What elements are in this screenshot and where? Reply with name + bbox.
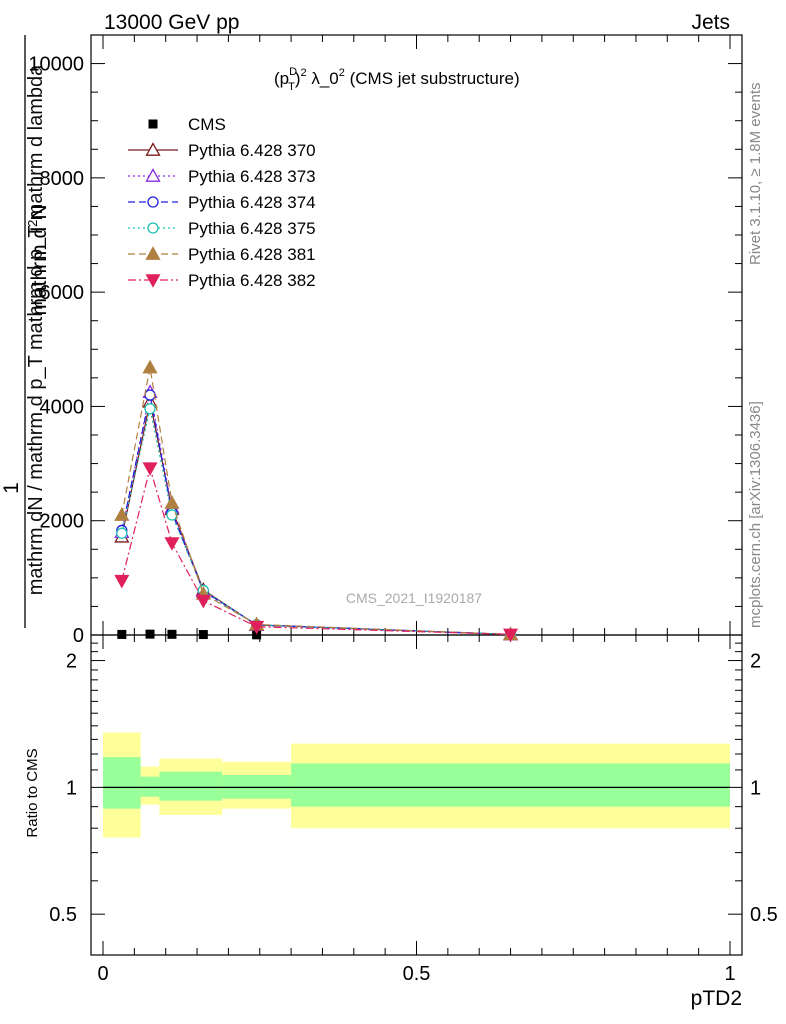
data-point-p375: [116, 527, 128, 539]
ratio-xtick-label: 0.5: [403, 963, 431, 985]
main-ytick-label: 2000: [40, 511, 85, 533]
data-point-p375: [166, 509, 178, 521]
data-point-p382: [249, 620, 265, 635]
main-ytick-label: 4000: [40, 396, 85, 418]
ylabel-one: 1: [0, 482, 23, 494]
legend-label-CMS: CMS: [188, 115, 226, 134]
ratio-ytick-label: 2: [66, 651, 77, 673]
main-ytick-label: 0: [73, 625, 84, 647]
legend-label-p382: Pythia 6.428 382: [188, 271, 316, 290]
series-layer: [114, 359, 519, 643]
ylabel-numerator: mathrm d2N: [25, 204, 51, 315]
title-sup-3: 2: [339, 67, 345, 79]
ratio-band-inner-0: [103, 757, 141, 809]
main-axis-ticks: 0 2000 4000 6000 8000 10000: [28, 34, 742, 955]
ratio-xtick-label: 1: [724, 963, 735, 985]
series-line-p382: [121, 465, 511, 636]
legend-label-p373: Pythia 6.428 373: [188, 167, 316, 186]
xlabel: pTD2: [691, 987, 742, 1010]
data-point-p381: [114, 507, 130, 521]
data-point-CMS: [167, 629, 177, 639]
data-point-p382: [195, 594, 211, 609]
legend-label-p375: Pythia 6.428 375: [188, 219, 316, 238]
header-left: 13000 GeV pp: [104, 11, 239, 34]
legend-label-p374: Pythia 6.428 374: [188, 193, 316, 212]
data-point-p375: [144, 403, 156, 415]
data-point-p381: [142, 359, 158, 374]
data-point-CMS: [198, 630, 208, 640]
ratio-band-inner-3: [184, 771, 223, 801]
main-ytick-label: 10000: [28, 54, 84, 76]
title-sup-d: D: [289, 66, 297, 78]
ratio-ylabel: Ratio to CMS: [24, 748, 41, 837]
legend-marker-CMS: [148, 119, 158, 129]
title-lambda: λ_0: [307, 69, 339, 88]
legend: CMS Pythia 6.428 370 Pythia 6.428 373 Pythi…: [128, 115, 316, 290]
ratio-ytick-label: 0.5: [49, 904, 77, 926]
ratio-bands: [103, 732, 730, 838]
ratio-ytick-label-right: 2: [750, 651, 761, 673]
main-ytick-label: 6000: [40, 282, 85, 304]
title-p: (p: [274, 69, 289, 88]
ratio-ytick-label-right: 0.5: [750, 904, 778, 926]
main-ylabel: 1 mathrm d2N mathrm dN / mathrm d p_T ma…: [0, 35, 51, 628]
side-label-mcplots: mcplots.cern.ch [arXiv:1306.3436]: [747, 401, 764, 628]
legend-label-p381: Pythia 6.428 381: [188, 245, 316, 264]
data-point-p382: [503, 628, 519, 643]
data-point-p374: [144, 389, 156, 401]
data-point-CMS: [117, 629, 127, 639]
watermark: CMS_2021_I1920187: [346, 590, 482, 606]
main-ytick-label: 8000: [40, 168, 85, 190]
title-sub-t: T: [288, 81, 295, 93]
title-rest: (CMS jet substructure): [345, 69, 520, 88]
legend-marker-p382: [145, 274, 161, 288]
title-close: ): [295, 69, 301, 88]
data-point-CMS: [145, 629, 155, 639]
ylabel-denominator-lower: mathrm dN / mathrm d p_T mathrm d p_T ma…: [25, 64, 47, 595]
data-point-p382: [164, 537, 180, 551]
svg-text:(pDT)2 λ_02 (CMS jet substruct: (pD T)2 λ_02 (CMS jet substructure): [274, 66, 520, 93]
series-p382: [114, 462, 519, 643]
ratio-xtick-label: 0: [97, 963, 108, 985]
data-point-CMS: [252, 630, 262, 640]
title-sup-2: 2: [300, 67, 306, 79]
data-point-p381: [164, 495, 180, 509]
legend-marker-p370: [145, 142, 161, 156]
data-point-p382: [114, 574, 130, 589]
ratio-axis-ticks: 0.5 0.5 1 1 2 2 0 0.5 1: [49, 642, 778, 985]
ratio-band-inner-1: [140, 776, 160, 797]
ratio-ytick-label: 1: [66, 777, 77, 799]
legend-marker-p374: [147, 196, 159, 208]
series-line-p375: [121, 408, 511, 636]
data-point-p382: [142, 462, 158, 476]
legend-marker-p381: [145, 246, 161, 260]
legend-marker-p373: [145, 168, 161, 182]
series-line-p381: [121, 367, 511, 636]
header-right: Jets: [691, 11, 730, 34]
plot-title: (pD T)2 λ_02 (CMS jet substructure): [274, 66, 520, 93]
legend-label-p370: Pythia 6.428 370: [188, 141, 316, 160]
legend-marker-p375: [147, 222, 159, 234]
side-label-rivet: Rivet 3.1.10, ≥ 1.8M events: [747, 83, 764, 266]
ratio-band-inner-5: [291, 763, 730, 807]
ratio-band-inner-2: [159, 771, 185, 801]
ratio-ytick-label-right: 1: [750, 777, 761, 799]
